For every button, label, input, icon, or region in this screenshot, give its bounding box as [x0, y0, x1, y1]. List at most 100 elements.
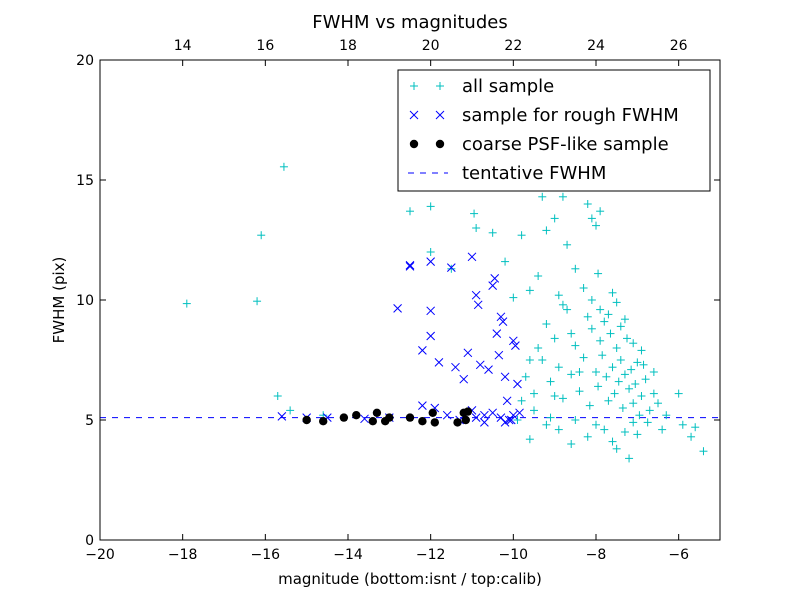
- rough-sample-point: [515, 408, 524, 418]
- all-sample-point: [554, 425, 563, 434]
- all-sample-point: [513, 416, 522, 424]
- all-sample-point: [596, 207, 605, 216]
- all-sample-point: [583, 200, 592, 208]
- psf-sample-point: [430, 418, 439, 427]
- all-sample-point: [662, 411, 671, 420]
- top-tick-label: 16: [256, 38, 274, 54]
- all-sample-point: [645, 406, 654, 415]
- all-sample-point: [546, 413, 555, 422]
- rough-sample-point-b: [418, 346, 427, 355]
- rough-sample-point: [446, 263, 456, 272]
- rough-sample-point-b: [490, 274, 500, 283]
- all-sample-point: [639, 360, 648, 369]
- rough-sample-point: [393, 304, 402, 313]
- rough-sample-point-b: [500, 372, 510, 382]
- rough-sample-point-b: [471, 413, 481, 422]
- all-sample-point: [635, 411, 644, 420]
- all-sample-point: [587, 214, 596, 223]
- rough-sample-point: [500, 372, 510, 382]
- all-sample-point: [658, 425, 667, 434]
- rough-sample-point: [508, 336, 518, 346]
- rough-sample-point: [506, 415, 516, 425]
- all-sample-point: [623, 334, 631, 343]
- rough-sample-point: [405, 262, 415, 271]
- rough-sample-point-b: [506, 415, 516, 425]
- rough-sample-point: [494, 350, 504, 360]
- rough-sample-point: [442, 410, 452, 420]
- all-sample-point: [517, 231, 526, 240]
- rough-sample-point-b: [459, 374, 469, 384]
- all-sample-point: [558, 394, 567, 403]
- all-sample-point: [602, 372, 611, 381]
- psf-sample-point: [368, 417, 377, 426]
- rough-sample-point-b: [405, 262, 415, 271]
- legend-marker-psf-sample: [409, 139, 445, 149]
- rough-sample-point-b: [418, 401, 427, 410]
- rough-sample-point-b: [426, 306, 436, 316]
- all-sample-point: [579, 353, 588, 362]
- all-sample-point: [585, 401, 594, 410]
- rough-sample-point-b: [480, 418, 489, 427]
- top-tick-label: 18: [339, 38, 357, 54]
- psf-sample-point: [418, 417, 427, 426]
- all-sample-point: [546, 377, 555, 386]
- all-sample-point: [257, 231, 266, 240]
- rough-sample-point-b: [467, 252, 477, 262]
- rough-sample-point-b: [508, 410, 518, 420]
- legend-label-tentative-fwhm: tentative FWHM: [462, 163, 606, 184]
- rough-sample-point-b: [488, 281, 498, 290]
- all-sample-point: [571, 264, 580, 273]
- all-sample-point: [550, 392, 559, 400]
- top-tick-label: 26: [670, 38, 688, 54]
- all-sample-point: [614, 377, 623, 386]
- all-sample-point: [612, 344, 621, 352]
- y-tick-label: 15: [76, 173, 94, 189]
- rough-sample-point-b: [360, 414, 369, 424]
- all-sample-point: [530, 406, 538, 415]
- rough-sample-point-b: [405, 260, 415, 270]
- all-sample-point: [610, 389, 619, 398]
- all-sample-point: [608, 288, 617, 297]
- all-sample-point: [558, 192, 567, 201]
- all-sample-point: [538, 192, 547, 201]
- all-sample-point: [583, 432, 592, 441]
- rough-sample-point-b: [471, 290, 481, 300]
- all-sample-point: [253, 297, 262, 306]
- y-tick-label: 5: [85, 413, 94, 429]
- all-sample-point: [488, 228, 497, 237]
- all-sample-point: [501, 257, 510, 266]
- rough-sample-point-b: [434, 358, 444, 367]
- all-sample-point: [525, 286, 534, 295]
- legend-label-rough-sample: sample for rough FWHM: [462, 105, 679, 126]
- all-sample-point: [542, 226, 551, 235]
- psf-sample-point: [461, 415, 470, 425]
- all-sample-point: [612, 298, 621, 307]
- rough-sample-point: [498, 317, 508, 326]
- all-sample-point: [579, 284, 588, 292]
- rough-sample-point: [496, 312, 506, 322]
- series-0: [182, 162, 708, 463]
- x-tick-label: −8: [586, 547, 607, 563]
- all-sample-point: [563, 240, 572, 249]
- all-sample-point: [525, 356, 534, 364]
- rough-sample-point: [471, 413, 481, 422]
- all-sample-point: [600, 425, 609, 434]
- all-sample-point: [629, 418, 638, 427]
- top-tick-label: 24: [587, 38, 605, 54]
- all-sample-point: [674, 389, 683, 398]
- all-sample-point: [598, 351, 607, 360]
- all-sample-point: [600, 317, 609, 326]
- all-sample-point: [649, 368, 658, 376]
- x-tick-label: −10: [499, 547, 529, 563]
- rough-sample-point: [480, 418, 489, 427]
- all-sample-point: [542, 420, 551, 429]
- all-sample-point: [687, 432, 696, 441]
- all-sample-point: [567, 370, 576, 379]
- legend-label-psf-sample: coarse PSF-like sample: [462, 134, 669, 155]
- rough-sample-point: [502, 396, 512, 406]
- top-tick-label: 14: [174, 38, 192, 54]
- all-sample-point: [625, 384, 634, 393]
- all-sample-point: [620, 370, 629, 379]
- rough-sample-point-b: [515, 408, 524, 418]
